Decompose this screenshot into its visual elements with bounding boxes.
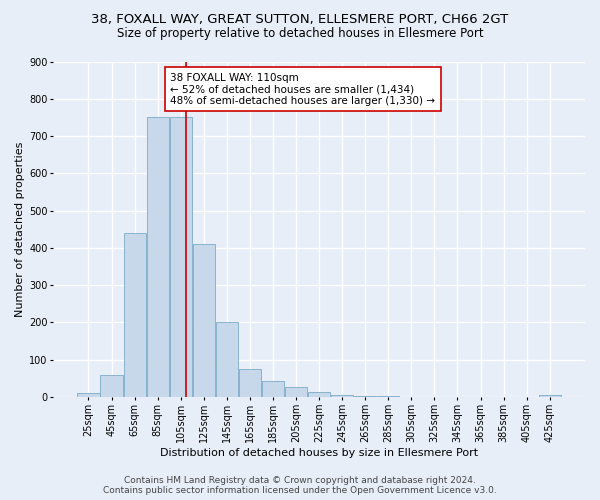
Bar xyxy=(124,233,146,397)
Bar xyxy=(239,369,261,397)
Text: Contains HM Land Registry data © Crown copyright and database right 2024.
Contai: Contains HM Land Registry data © Crown c… xyxy=(103,476,497,495)
Bar xyxy=(285,387,307,397)
Bar xyxy=(77,393,100,397)
Bar xyxy=(216,322,238,397)
Bar xyxy=(354,396,376,397)
Text: 38, FOXALL WAY, GREAT SUTTON, ELLESMERE PORT, CH66 2GT: 38, FOXALL WAY, GREAT SUTTON, ELLESMERE … xyxy=(91,12,509,26)
Text: Size of property relative to detached houses in Ellesmere Port: Size of property relative to detached ho… xyxy=(116,28,484,40)
Bar xyxy=(539,395,561,397)
Bar xyxy=(193,244,215,397)
Bar xyxy=(308,392,330,397)
Bar xyxy=(262,381,284,397)
Text: 38 FOXALL WAY: 110sqm
← 52% of detached houses are smaller (1,434)
48% of semi-d: 38 FOXALL WAY: 110sqm ← 52% of detached … xyxy=(170,72,436,106)
X-axis label: Distribution of detached houses by size in Ellesmere Port: Distribution of detached houses by size … xyxy=(160,448,478,458)
Bar xyxy=(170,118,192,397)
Bar xyxy=(331,395,353,397)
Bar xyxy=(377,396,400,397)
Y-axis label: Number of detached properties: Number of detached properties xyxy=(15,142,25,317)
Bar xyxy=(146,118,169,397)
Bar xyxy=(100,374,122,397)
